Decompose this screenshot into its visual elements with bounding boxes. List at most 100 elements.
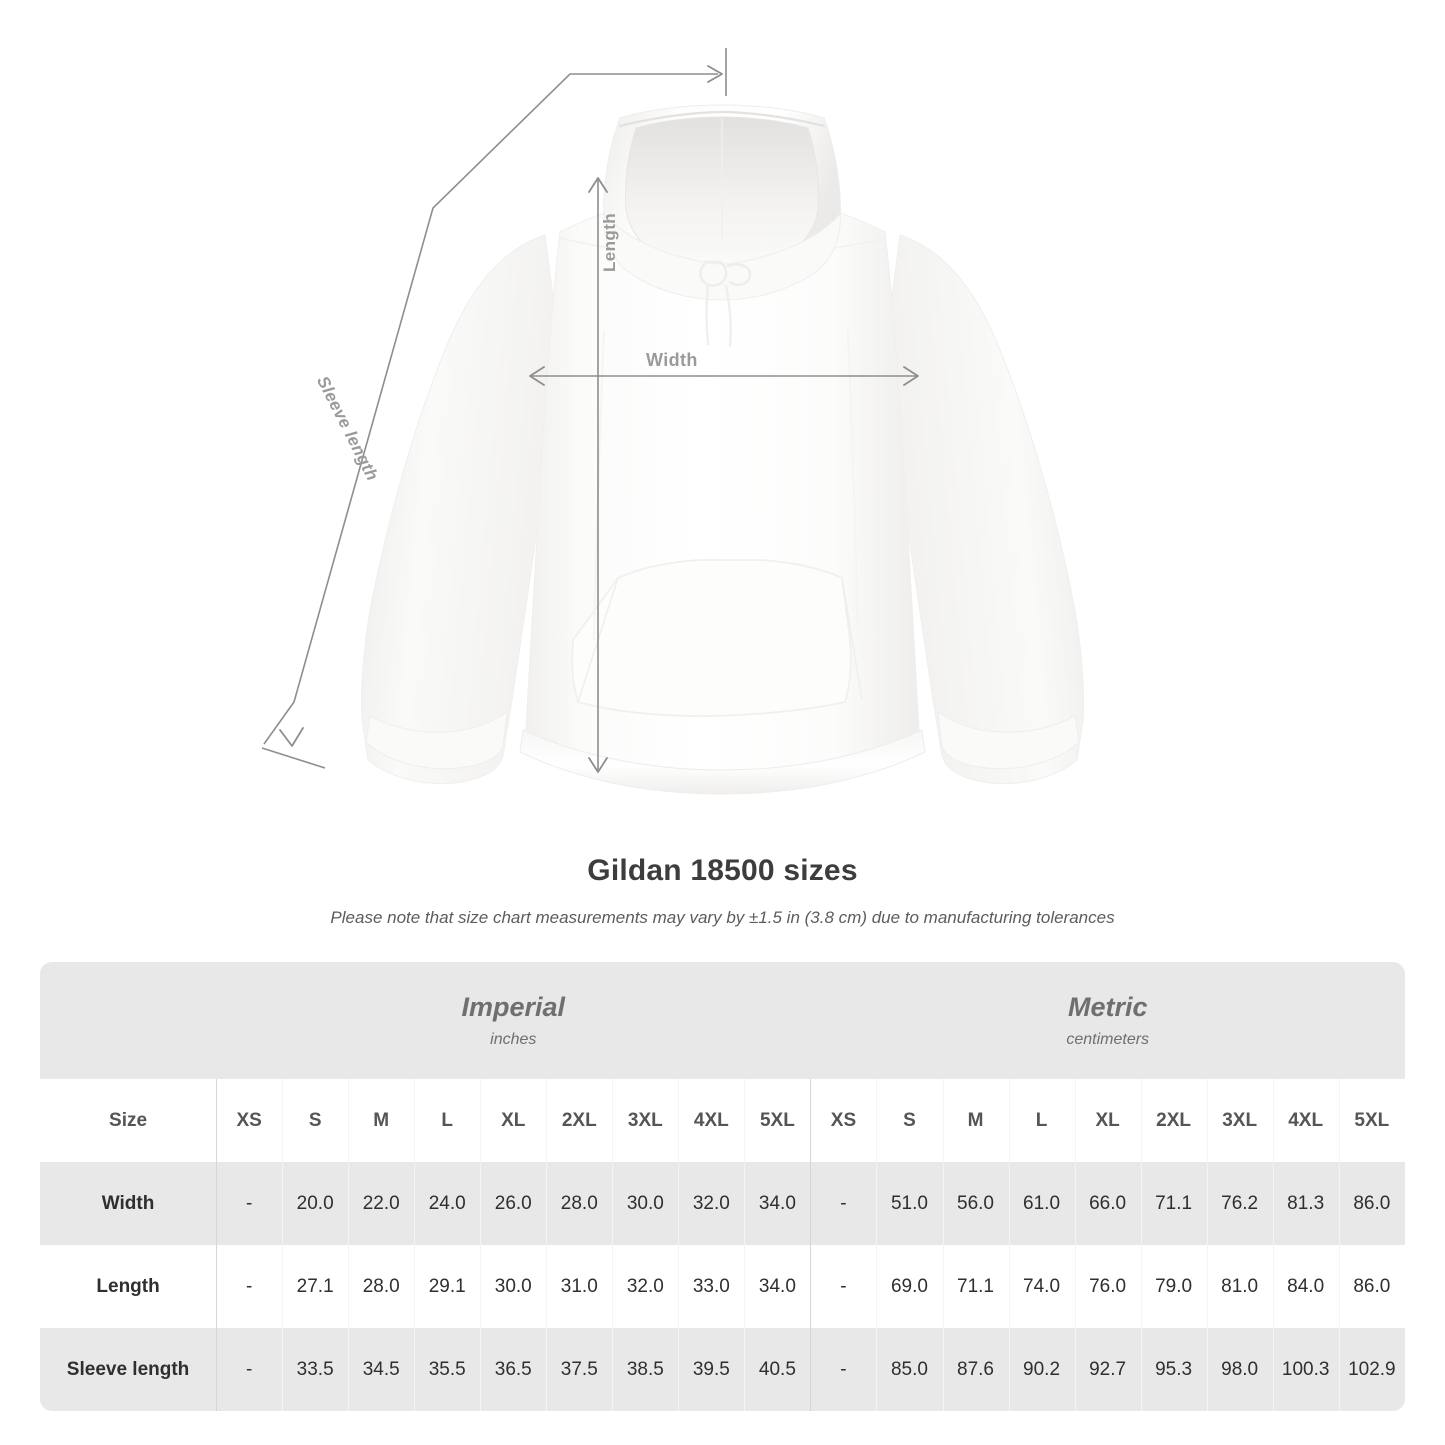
width-imperial-m: 22.0	[348, 1162, 415, 1245]
length-arrowhead-bottom	[588, 757, 608, 773]
size-header-imperial-s: S	[282, 1079, 349, 1162]
size-header-imperial-2xl: 2XL	[546, 1079, 613, 1162]
sleeve-imperial-m: 34.5	[348, 1328, 415, 1411]
width-imperial-3xl: 30.0	[612, 1162, 679, 1245]
length-metric-xl: 76.0	[1074, 1245, 1141, 1328]
size-header-imperial-l: L	[414, 1079, 481, 1162]
width-imperial-xs: -	[216, 1162, 283, 1245]
length-label: Length	[600, 212, 619, 272]
size-header-imperial-xs: XS	[216, 1079, 283, 1162]
width-metric-m: 56.0	[942, 1162, 1009, 1245]
left-cuff	[365, 710, 508, 770]
sleeve-metric-2xl: 95.3	[1140, 1328, 1207, 1411]
length-imperial-s: 27.1	[282, 1245, 349, 1328]
sleeve-imperial-s: 33.5	[282, 1328, 349, 1411]
sleeve-metric-4xl: 100.3	[1272, 1328, 1339, 1411]
imperial-section-header: Imperial inches	[216, 962, 811, 1079]
length-metric-xs: -	[810, 1245, 877, 1328]
width-metric-s: 51.0	[876, 1162, 943, 1245]
sleeve-metric-m: 87.6	[942, 1328, 1009, 1411]
length-metric-3xl: 81.0	[1206, 1245, 1273, 1328]
measurement-arrows	[261, 48, 919, 773]
length-metric-5xl: 86.0	[1338, 1245, 1405, 1328]
banner-spacer	[40, 962, 217, 1079]
imperial-title: Imperial	[461, 992, 566, 1023]
size-header-metric-2xl: 2XL	[1140, 1079, 1207, 1162]
width-metric-4xl: 81.3	[1272, 1162, 1339, 1245]
sleeve-imperial-5xl: 40.5	[744, 1328, 811, 1411]
sleeve-imperial-xs: -	[216, 1328, 283, 1411]
size-chart-table: Imperial inches Metric centimeters Size …	[40, 962, 1405, 1411]
chart-caption: Gildan 18500 sizes Please note that size…	[0, 854, 1445, 928]
width-imperial-s: 20.0	[282, 1162, 349, 1245]
sleeve-arrowhead-bottom	[279, 727, 304, 747]
sleeve-length-leader	[263, 73, 718, 745]
pocket-right-edge	[841, 577, 863, 701]
kangaroo-pocket	[571, 559, 852, 717]
size-header-metric-4xl: 4XL	[1272, 1079, 1339, 1162]
sleeve-metric-3xl: 98.0	[1206, 1328, 1273, 1411]
size-chart-table-container: Imperial inches Metric centimeters Size …	[40, 962, 1405, 1411]
length-imperial-2xl: 31.0	[546, 1245, 613, 1328]
length-imperial-l: 29.1	[414, 1245, 481, 1328]
sleeve-arrowhead-top	[707, 65, 723, 83]
sleeve-metric-s: 85.0	[876, 1328, 943, 1411]
row-label-length: Length	[40, 1245, 217, 1328]
size-header-row: Size XS S M L XL 2XL 3XL 4XL 5XL XS S M …	[40, 1079, 1405, 1162]
width-imperial-l: 24.0	[414, 1162, 481, 1245]
width-imperial-2xl: 28.0	[546, 1162, 613, 1245]
right-cuff	[937, 710, 1080, 770]
sleeve-imperial-xl: 36.5	[480, 1328, 547, 1411]
size-header-label: Size	[40, 1079, 217, 1162]
sleeve-metric-l: 90.2	[1008, 1328, 1075, 1411]
sleeve-metric-xs: -	[810, 1328, 877, 1411]
drawstring-loop-right	[726, 263, 752, 287]
table-row-width: Width - 20.0 22.0 24.0 26.0 28.0 30.0 32…	[40, 1162, 1405, 1245]
row-label-sleeve-length: Sleeve length	[40, 1328, 217, 1411]
length-metric-s: 69.0	[876, 1245, 943, 1328]
imperial-subtitle: inches	[490, 1030, 537, 1048]
length-imperial-xs: -	[216, 1245, 283, 1328]
hood-channel	[618, 110, 826, 128]
length-imperial-xl: 30.0	[480, 1245, 547, 1328]
unit-banner-row: Imperial inches Metric centimeters	[40, 962, 1405, 1079]
sleeve-imperial-l: 35.5	[414, 1328, 481, 1411]
size-header-metric-xs: XS	[810, 1079, 877, 1162]
width-imperial-xl: 26.0	[480, 1162, 547, 1245]
length-imperial-4xl: 33.0	[678, 1245, 745, 1328]
width-arrowhead-left	[529, 366, 545, 386]
sleeve-imperial-4xl: 39.5	[678, 1328, 745, 1411]
metric-subtitle: centimeters	[1066, 1030, 1150, 1048]
size-header-metric-5xl: 5XL	[1338, 1079, 1405, 1162]
width-label: Width	[646, 350, 698, 370]
size-header-metric-m: M	[942, 1079, 1009, 1162]
length-metric-4xl: 84.0	[1272, 1245, 1339, 1328]
body-fold-right	[847, 329, 859, 641]
sleeve-imperial-3xl: 38.5	[612, 1328, 679, 1411]
tolerance-note: Please note that size chart measurements…	[330, 908, 1115, 927]
length-arrowhead-top	[588, 177, 608, 193]
drawstring-tail-right	[724, 284, 732, 348]
size-header-metric-3xl: 3XL	[1206, 1079, 1273, 1162]
sleeve-bottom-tick	[261, 747, 326, 769]
sleeve-imperial-2xl: 37.5	[546, 1328, 613, 1411]
metric-section-header: Metric centimeters	[810, 962, 1405, 1079]
length-metric-m: 71.1	[942, 1245, 1009, 1328]
metric-title: Metric	[1067, 992, 1148, 1023]
length-imperial-3xl: 32.0	[612, 1245, 679, 1328]
page-title: Gildan 18500 sizes	[587, 854, 858, 887]
size-header-metric-l: L	[1008, 1079, 1075, 1162]
hoodie-illustration	[360, 104, 1085, 795]
table-row-sleeve-length: Sleeve length - 33.5 34.5 35.5 36.5 37.5…	[40, 1328, 1405, 1411]
width-imperial-5xl: 34.0	[744, 1162, 811, 1245]
drawstring-tail-left	[705, 282, 710, 346]
size-header-imperial-m: M	[348, 1079, 415, 1162]
width-metric-xl: 66.0	[1074, 1162, 1141, 1245]
width-metric-3xl: 76.2	[1206, 1162, 1273, 1245]
length-imperial-5xl: 34.0	[744, 1245, 811, 1328]
sleeve-metric-5xl: 102.9	[1338, 1328, 1405, 1411]
width-metric-2xl: 71.1	[1140, 1162, 1207, 1245]
width-metric-l: 61.0	[1008, 1162, 1075, 1245]
size-header-imperial-4xl: 4XL	[678, 1079, 745, 1162]
width-metric-5xl: 86.0	[1338, 1162, 1405, 1245]
